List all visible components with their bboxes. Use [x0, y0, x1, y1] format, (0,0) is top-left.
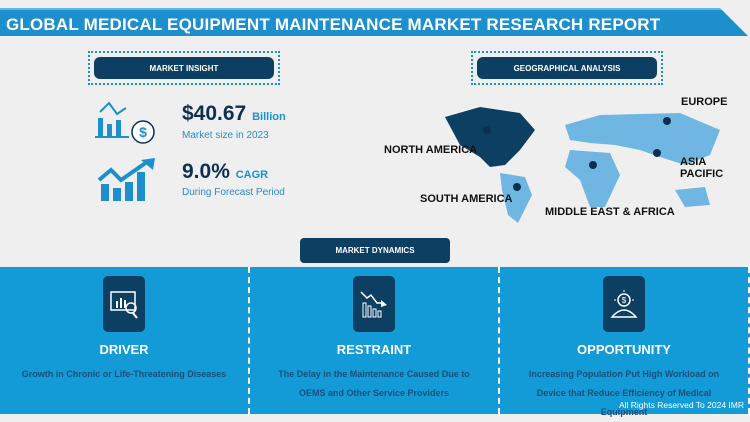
- south-america-shape: [500, 173, 532, 223]
- geo-header: GEOGRAPHICAL ANALYSIS: [471, 51, 663, 85]
- title-bar: GLOBAL MEDICAL EQUIPMENT MAINTENANCE MAR…: [0, 8, 750, 38]
- region-south-america: SOUTH AMERICA: [420, 193, 513, 205]
- cagr-caption: During Forecast Period: [182, 187, 285, 198]
- geo-label: GEOGRAPHICAL ANALYSIS: [477, 57, 657, 79]
- copyright: All Rights Reserved To 2024 IMR: [618, 400, 744, 410]
- opportunity-description: Increasing Population Put High Workload …: [528, 369, 720, 417]
- world-map: [445, 107, 720, 223]
- africa-shape: [565, 150, 620, 207]
- market-dynamics-header: MARKET DYNAMICS: [300, 238, 450, 263]
- restraint-title: RESTRAINT: [336, 342, 412, 357]
- location-pin-icon: [513, 183, 521, 191]
- market-size-value: $40.67 Billion: [182, 102, 286, 125]
- opportunity-title: OPPORTUNITY: [577, 342, 671, 357]
- australia-shape: [675, 187, 710, 207]
- driver-panel: DRIVER Growth in Chronic or Life-Threate…: [0, 267, 250, 414]
- restraint-panel: RESTRAINT The Delay in the Maintenance C…: [250, 267, 500, 414]
- region-north-america: NORTH AMERICA: [384, 144, 478, 156]
- driver-description: Growth in Chronic or Life-Threatening Di…: [21, 369, 227, 379]
- growth-chart-icon: [97, 158, 155, 201]
- chart-analysis-icon: [103, 276, 145, 332]
- opportunity-panel: $ OPPORTUNITY Increasing Population Put …: [500, 267, 750, 417]
- cagr-value: 9.0% CAGR: [182, 160, 269, 183]
- location-pin-icon: [663, 117, 671, 125]
- location-pin-icon: [483, 126, 491, 134]
- region-europe: EUROPE: [681, 96, 728, 108]
- market-insight-label: MARKET INSIGHT: [94, 57, 274, 79]
- location-pin-icon: [653, 149, 661, 157]
- svg-text:$: $: [622, 296, 627, 305]
- declining-chart-icon: [353, 276, 395, 332]
- market-insight-header: MARKET INSIGHT: [88, 51, 280, 85]
- restraint-description: The Delay in the Maintenance Caused Due …: [278, 369, 470, 398]
- market-size-caption: Market size in 2023: [182, 130, 269, 141]
- north-america-shape: [445, 107, 535, 167]
- location-pin-icon: [589, 161, 597, 169]
- driver-title: DRIVER: [99, 342, 149, 357]
- svg-text:$: $: [139, 124, 147, 140]
- eurasia-shape: [565, 113, 720, 165]
- region-middle-east-africa: MIDDLE EAST & AFRICA: [545, 206, 675, 218]
- region-asia-pacific: ASIA PACIFIC: [680, 156, 724, 180]
- report-title: GLOBAL MEDICAL EQUIPMENT MAINTENANCE MAR…: [6, 15, 661, 34]
- market-dynamics-panels: DRIVER Growth in Chronic or Life-Threate…: [0, 267, 750, 417]
- market-size-icon: $: [95, 101, 155, 144]
- idea-bulb-icon: $: [603, 276, 645, 332]
